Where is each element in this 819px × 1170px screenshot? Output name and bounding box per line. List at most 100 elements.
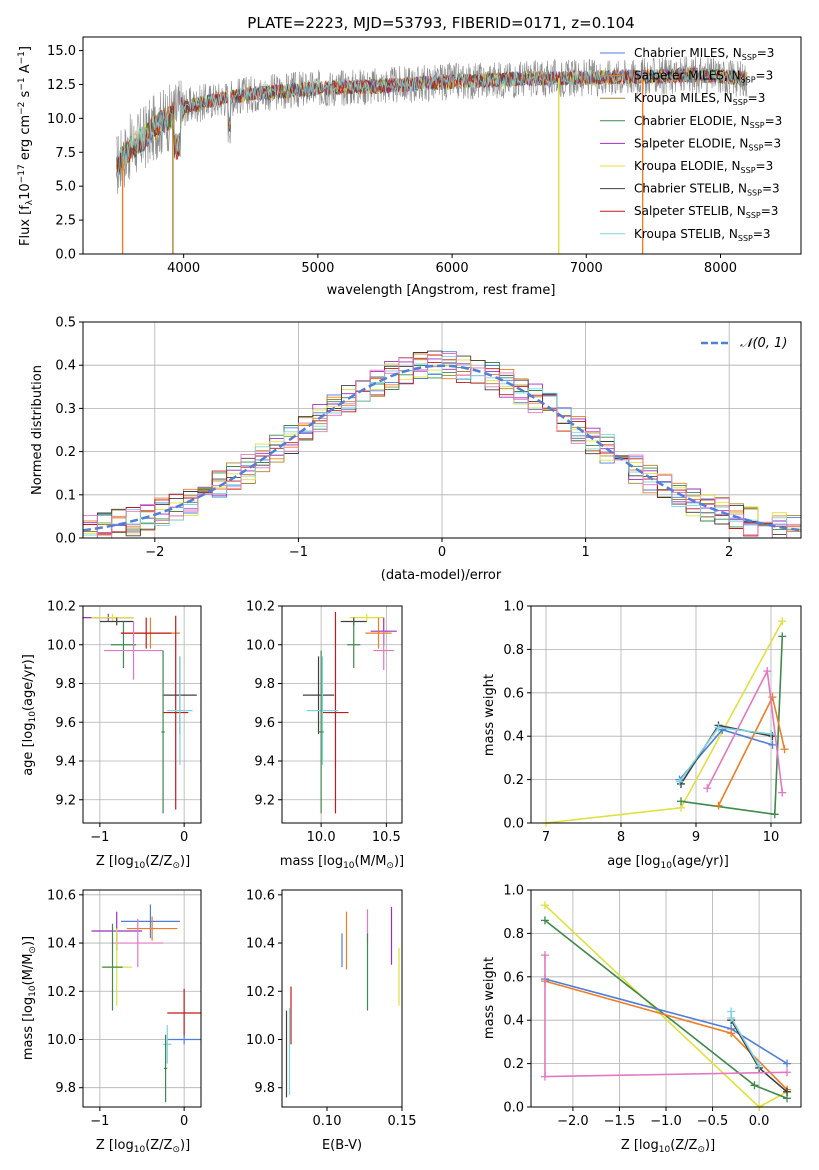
legend-label-name: Chabrier ELODIE, N — [634, 114, 750, 128]
y-tick-label: 9.8 — [55, 677, 76, 692]
legend-label: Kroupa ELODIE, NSSP=3 — [634, 159, 773, 175]
x-tick-label: −1 — [90, 830, 109, 845]
normal-curve — [83, 364, 801, 532]
y-tick-label: 10.0 — [47, 112, 76, 127]
y-tick-label: 10.0 — [246, 638, 275, 653]
weight-line-kroupa_elodie — [545, 620, 784, 824]
mass-vs-metallicity-panel: Z [log10(Z/Z⊙)] mass [log10(M/M⊙)] −1 0 9.… — [21, 888, 202, 1155]
weight-marker — [540, 951, 549, 960]
legend-label: Chabrier STELIB, NSSP=3 — [634, 182, 780, 198]
legend-label-tail: =3 — [761, 204, 779, 218]
weight-marker — [540, 901, 549, 910]
legend-label-name: Salpeter MILES, N — [634, 69, 741, 83]
weight-marker — [783, 1059, 792, 1068]
x-tick-label: 0.10 — [313, 1114, 342, 1129]
y-tick-label: 10.0 — [246, 1033, 275, 1048]
legend-label-name: Chabrier STELIB, N — [634, 182, 747, 196]
y-tick-label: 9.8 — [55, 1081, 76, 1096]
spectrum-xlabel: wavelength [Angstrom, rest frame] — [327, 283, 556, 298]
ageM-xlabel: mass [log10(M/M⊙)] — [280, 854, 404, 871]
legend-label-sub: SSP — [741, 166, 756, 175]
axes-frame — [281, 605, 403, 824]
spectrum-panel: PLATE=2223, MJD=53793, FIBERID=0171, z=0… — [17, 14, 802, 298]
weight-marker — [677, 797, 685, 806]
wZ-ylabel: mass weight — [482, 957, 497, 1039]
weight-marker — [703, 784, 712, 793]
weight-marker — [755, 1061, 764, 1070]
legend-label: Chabrier MILES, NSSP=3 — [634, 46, 774, 62]
y-tick-label: 0.0 — [55, 532, 76, 547]
axes-frame — [82, 36, 802, 255]
wAge-ylabel: mass weight — [482, 674, 497, 756]
legend-label-tail: =3 — [765, 114, 783, 128]
y-tick-label: 9.8 — [254, 1081, 275, 1096]
legend-label-sub: SSP — [733, 98, 748, 107]
y-tick-label: 10.2 — [47, 985, 76, 1000]
histogram-pink — [83, 353, 801, 538]
x-tick-label: 7 — [542, 830, 550, 845]
y-tick-label: 5.0 — [55, 180, 76, 195]
x-tick-label: −2.0 — [557, 1114, 589, 1129]
legend-label-name: Salpeter ELODIE, N — [634, 136, 748, 150]
x-tick-label: 7000 — [570, 261, 603, 276]
legend-label-tail: =3 — [762, 182, 780, 196]
x-tick-label: 2 — [725, 545, 733, 560]
massZ-ylabel: mass [log10(M/M⊙)] — [21, 936, 38, 1060]
legend-label-tail: =3 — [763, 136, 781, 150]
x-tick-label: −1.0 — [650, 1114, 682, 1129]
age-vs-metallicity-panel: Z [log10(Z/Z⊙)] age [log10(age/yr)] −1 0 9… — [21, 600, 202, 871]
y-tick-label: 9.6 — [254, 716, 275, 731]
weight-marker — [750, 1081, 759, 1090]
wAge-xlabel: age [log10(age/yr)] — [607, 854, 729, 871]
y-tick-label: 0.1 — [55, 488, 76, 503]
legend-label-sub: SSP — [750, 121, 765, 130]
massZ-xlabel: Z [log10(Z/Z⊙)] — [96, 1138, 190, 1155]
legend-label-name: Kroupa MILES, N — [634, 91, 733, 105]
legend-label-sub: SSP — [746, 211, 761, 220]
y-tick-label: 10.2 — [47, 600, 76, 615]
legend-label-tail: =3 — [756, 69, 774, 83]
y-tick-label: 0.0 — [503, 1101, 524, 1116]
x-tick-label: −1.5 — [604, 1114, 636, 1129]
legend-label: Salpeter MILES, NSSP=3 — [634, 69, 773, 85]
weight-marker — [540, 916, 549, 925]
y-tick-label: 10.4 — [47, 937, 76, 952]
x-tick-label: −1 — [90, 1114, 109, 1129]
legend-label-tail: =3 — [748, 91, 766, 105]
x-tick-label: 0 — [180, 830, 188, 845]
y-tick-label: 9.4 — [55, 755, 76, 770]
x-tick-label: 0 — [180, 1114, 188, 1129]
weight-marker — [727, 1029, 736, 1038]
spectrum-ylabel: Flux [fλ10−17 erg cm−2 s−1 A−1] — [17, 46, 35, 246]
y-tick-label: 0.8 — [503, 927, 524, 942]
weight-series — [542, 617, 789, 827]
y-tick-label: 10.0 — [47, 1033, 76, 1048]
y-tick-label: 9.6 — [55, 716, 76, 731]
y-tick-label: 9.2 — [254, 793, 275, 808]
x-tick-label: 10.0 — [307, 830, 336, 845]
x-tick-label: 4000 — [167, 261, 200, 276]
x-tick-label: 0 — [438, 545, 446, 560]
y-tick-label: 0.5 — [55, 316, 76, 331]
y-tick-label: 1.0 — [503, 884, 524, 899]
y-tick-label: 12.5 — [47, 78, 76, 93]
y-tick-label: 9.4 — [254, 755, 275, 770]
y-tick-label: 7.5 — [55, 146, 76, 161]
y-tick-label: 10.2 — [246, 600, 275, 615]
residual-histograms — [83, 350, 801, 538]
y-tick-label: 0.0 — [503, 817, 524, 832]
ageZ-ylabel: age [log10(age/yr)] — [21, 654, 38, 776]
weight-line-chabrier_stelib — [680, 724, 773, 785]
ageZ-xlabel: Z [log10(Z/Z⊙)] — [96, 854, 190, 871]
weight-marker — [770, 810, 779, 819]
errorbar-points — [302, 611, 397, 814]
wZ-xlabel: Z [log10(Z/Z⊙)] — [621, 1138, 715, 1155]
spectrum-title: PLATE=2223, MJD=53793, FIBERID=0171, z=0… — [247, 14, 634, 32]
weight-marker — [675, 777, 684, 786]
y-tick-label: 9.8 — [254, 677, 275, 692]
x-tick-label: −0.5 — [697, 1114, 729, 1129]
x-tick-label: 6000 — [436, 261, 469, 276]
legend-label-name: Kroupa ELODIE, N — [634, 159, 741, 173]
weight-marker — [778, 632, 787, 641]
axes-frame — [530, 889, 802, 1108]
